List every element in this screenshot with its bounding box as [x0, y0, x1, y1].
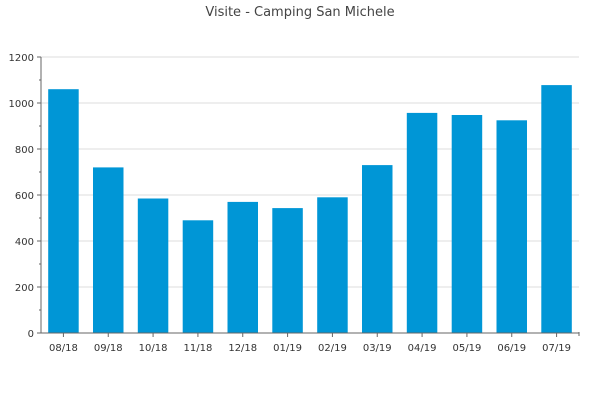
x-tick-label: 03/19 — [363, 343, 392, 354]
chart-title: Visite - Camping San Michele — [205, 5, 395, 20]
bar-06-19 — [496, 120, 527, 334]
bar-02-19 — [317, 197, 348, 333]
x-tick-label: 12/18 — [228, 343, 257, 354]
x-tick-label: 10/18 — [139, 343, 168, 354]
x-tick-label: 08/18 — [49, 343, 78, 354]
y-tick-label: 800 — [15, 145, 34, 156]
x-tick-label: 05/19 — [453, 343, 482, 354]
bar-09-18 — [93, 167, 124, 333]
y-tick-label: 1200 — [9, 53, 34, 64]
bar-04-19 — [406, 112, 438, 334]
x-tick-label: 02/19 — [318, 343, 347, 354]
x-tick-label: 06/19 — [497, 343, 526, 354]
bar-03-19 — [362, 165, 393, 333]
bar-01-19 — [272, 208, 303, 333]
y-tick-label: 400 — [15, 237, 34, 248]
y-tick-label: 0 — [28, 329, 34, 340]
x-tick-label: 11/18 — [184, 343, 213, 354]
y-tick-label: 1000 — [9, 99, 34, 110]
bar-05-19 — [451, 115, 483, 333]
y-tick-label: 200 — [15, 283, 34, 294]
x-tick-label: 07/19 — [542, 343, 571, 354]
bar-11-18 — [182, 220, 214, 333]
y-tick-label: 600 — [15, 191, 34, 202]
x-tick-label: 04/19 — [408, 343, 437, 354]
bar-10-18 — [137, 198, 169, 333]
bar-12-18 — [227, 201, 258, 333]
x-tick-label: 01/19 — [273, 343, 302, 354]
bar-08-18 — [48, 89, 79, 333]
x-tick-label: 09/18 — [94, 343, 123, 354]
bar-07-19 — [541, 85, 572, 333]
